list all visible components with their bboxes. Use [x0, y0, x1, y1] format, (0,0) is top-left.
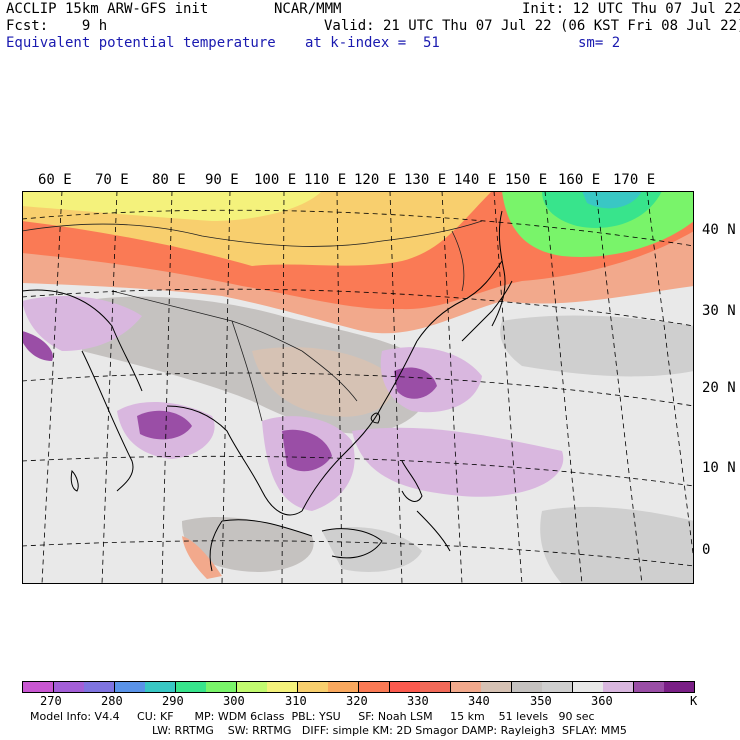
colorbar-label: 350 — [530, 694, 552, 708]
theta-e-map — [22, 191, 694, 584]
colorbar-swatch — [236, 681, 268, 693]
level-label: at k-index = 51 — [305, 35, 440, 51]
colorbar-swatch — [53, 681, 85, 693]
lon-label: 110 E — [304, 172, 347, 188]
colorbar-swatch — [389, 681, 421, 693]
colorbar-swatch — [603, 681, 635, 693]
colorbar-swatch — [633, 681, 665, 693]
lon-label: 60 E — [38, 172, 72, 188]
colorbar-swatch — [206, 681, 238, 693]
lat-label: 20 N — [702, 380, 736, 396]
colorbar-swatch — [511, 681, 543, 693]
colorbar-label: 280 — [101, 694, 123, 708]
colorbar-swatch — [542, 681, 574, 693]
colorbar-swatch — [420, 681, 452, 693]
colorbar-swatch — [84, 681, 116, 693]
colorbar-label: 330 — [407, 694, 429, 708]
lat-label: 10 N — [702, 460, 736, 476]
lon-label: 170 E — [613, 172, 656, 188]
lon-label: 70 E — [95, 172, 129, 188]
colorbar-label: 360 — [591, 694, 613, 708]
model-info-line1: Model Info: V4.4 CU: KF MP: WDM 6class P… — [30, 710, 595, 723]
lon-label: 80 E — [152, 172, 186, 188]
colorbar-swatch — [328, 681, 360, 693]
smoothing-label: sm= 2 — [578, 35, 621, 51]
lat-label: 30 N — [702, 303, 736, 319]
colorbar-swatch — [359, 681, 391, 693]
lon-label: 100 E — [254, 172, 297, 188]
lat-label: 0 — [702, 542, 711, 558]
colorbar-label: 310 — [285, 694, 307, 708]
colorbar — [22, 681, 696, 693]
field-name: Equivalent potential temperature — [6, 35, 276, 51]
colorbar-label: 290 — [162, 694, 184, 708]
colorbar-swatch — [572, 681, 604, 693]
colorbar-swatch — [664, 681, 696, 693]
colorbar-swatch — [114, 681, 146, 693]
org-label: NCAR/MMM — [274, 1, 342, 17]
lon-label: 130 E — [404, 172, 447, 188]
colorbar-swatch — [145, 681, 177, 693]
lon-label: 150 E — [505, 172, 548, 188]
lat-label: 40 N — [702, 222, 736, 238]
colorbar-swatch — [481, 681, 513, 693]
colorbar-swatch — [175, 681, 207, 693]
colorbar-label: 340 — [468, 694, 490, 708]
lon-label: 160 E — [558, 172, 601, 188]
colorbar-label: 320 — [346, 694, 368, 708]
lon-label: 140 E — [454, 172, 497, 188]
model-title: ACCLIP 15km ARW-GFS init — [6, 1, 209, 17]
colorbar-swatch — [267, 681, 299, 693]
lon-label: 90 E — [205, 172, 239, 188]
colorbar-label: 270 — [40, 694, 62, 708]
colorbar-swatch — [23, 681, 55, 693]
colorbar-swatch — [297, 681, 329, 693]
colorbar-label: 300 — [223, 694, 245, 708]
forecast-hour: Fcst: 9 h — [6, 18, 108, 34]
init-time: Init: 12 UTC Thu 07 Jul 22 — [522, 1, 740, 17]
colorbar-swatch — [450, 681, 482, 693]
lon-label: 120 E — [354, 172, 397, 188]
colorbar-unit: K — [690, 694, 698, 708]
valid-time: Valid: 21 UTC Thu 07 Jul 22 (06 KST Fri … — [324, 18, 740, 34]
model-info-line2: LW: RRTMG SW: RRTMG DIFF: simple KM: 2D … — [152, 724, 627, 737]
